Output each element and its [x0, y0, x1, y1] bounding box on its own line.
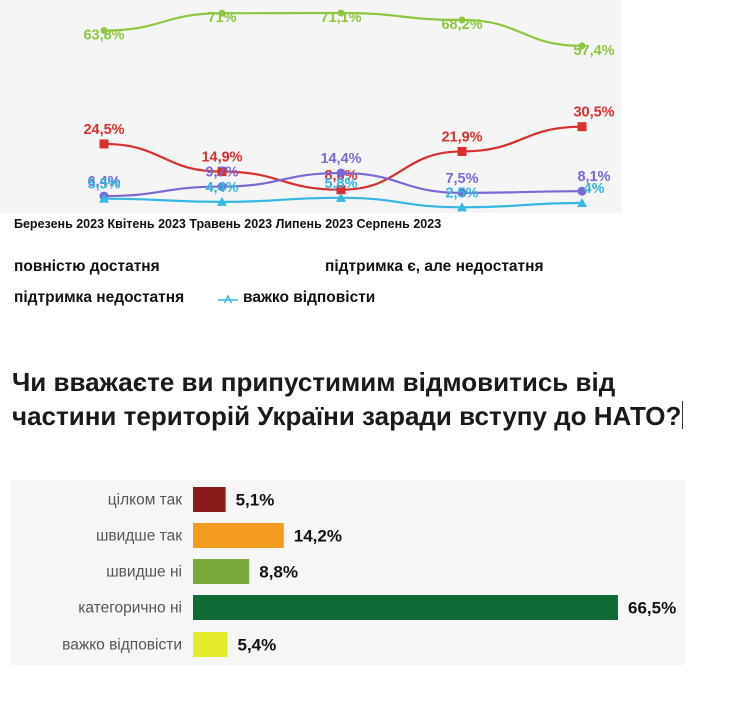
- data-label: 4,4%: [205, 180, 238, 196]
- data-label: 8,1%: [577, 169, 610, 185]
- data-point: [337, 9, 345, 17]
- data-label: 14,4%: [320, 151, 361, 167]
- question-heading: Чи вважаєте ви припустимим відмовитись в…: [12, 365, 712, 433]
- data-point: [99, 139, 109, 149]
- text-caret: [682, 401, 684, 429]
- bar-value-label: 5,1%: [236, 491, 275, 510]
- data-point: [99, 193, 109, 203]
- data-label: 57,4%: [573, 43, 614, 59]
- data-label: 24,5%: [83, 122, 124, 138]
- data-point: [100, 27, 108, 35]
- data-point: [458, 16, 466, 24]
- data-label: 21,9%: [441, 129, 482, 145]
- data-point: [336, 185, 346, 195]
- bar-value-label: 5,4%: [238, 636, 277, 655]
- data-point: [217, 167, 227, 177]
- bar-chart: цілком так 5,1% швидше так 14,2% швидше ні 8,…: [10, 480, 685, 665]
- data-point: [218, 9, 226, 17]
- question-text: Чи вважаєте ви припустимим відмовитись в…: [12, 367, 682, 431]
- bar-value-label: 14,2%: [294, 527, 342, 546]
- data-label: 6,4%: [87, 174, 120, 190]
- data-point: [578, 42, 586, 50]
- data-label: 7,5%: [445, 171, 478, 187]
- data-point: [336, 192, 346, 202]
- bar: [193, 595, 618, 620]
- bar-value-label: 66,5%: [628, 599, 676, 618]
- data-label: 30,5%: [573, 105, 614, 121]
- data-point: [457, 188, 467, 198]
- legend-support-insufficient: підтримка є, але недостатня: [325, 258, 544, 275]
- data-point: [577, 186, 587, 196]
- category-label: цілком так: [108, 492, 182, 509]
- data-label: 5,5%: [87, 177, 120, 193]
- data-point: [336, 168, 346, 178]
- data-point: [577, 122, 587, 132]
- data-point: [457, 202, 467, 212]
- bar: [193, 523, 284, 548]
- legend-insufficient: підтримка недостатня: [14, 289, 185, 306]
- data-label: 71,1%: [320, 10, 361, 26]
- data-label: 68,2%: [441, 17, 482, 33]
- data-point: [217, 182, 227, 192]
- data-label: 9,7%: [205, 165, 238, 181]
- data-label: 4%: [584, 181, 605, 197]
- legend-fully-sufficient: повністю достатня: [14, 258, 160, 275]
- category-label: категорично ні: [78, 600, 182, 617]
- data-point: [577, 198, 587, 207]
- line-chart: 63,8%71%71,1%68,2%57,4%24,5%14,9%8,6%21,…: [0, 0, 622, 213]
- legend-hard-to-say: важко відповісти: [243, 289, 376, 306]
- data-label: 2,5%: [445, 185, 478, 201]
- bar: [193, 632, 228, 657]
- legend-hard-to-say-marker-icon: [218, 294, 238, 304]
- bar: [193, 559, 250, 584]
- category-label: швидше так: [96, 528, 182, 545]
- bar-chart-panel: цілком так 5,1% швидше так 14,2% швидше ні 8,…: [10, 480, 685, 665]
- data-label: 63,8%: [83, 28, 124, 44]
- months-caption: Березень 2023 Квітень 2023 Травень 2023 …: [14, 217, 442, 231]
- category-label: швидше ні: [106, 564, 182, 581]
- bar: [193, 487, 226, 512]
- data-point: [217, 196, 227, 206]
- data-point: [457, 146, 467, 156]
- plot-background: [0, 0, 622, 213]
- data-label: 5,8%: [324, 176, 357, 192]
- bar-chart-background: [10, 480, 685, 665]
- data-label: 14,9%: [201, 150, 242, 166]
- bar-value-label: 8,8%: [259, 563, 298, 582]
- data-label: 71%: [207, 10, 236, 26]
- category-label: важко відповісти: [62, 637, 182, 654]
